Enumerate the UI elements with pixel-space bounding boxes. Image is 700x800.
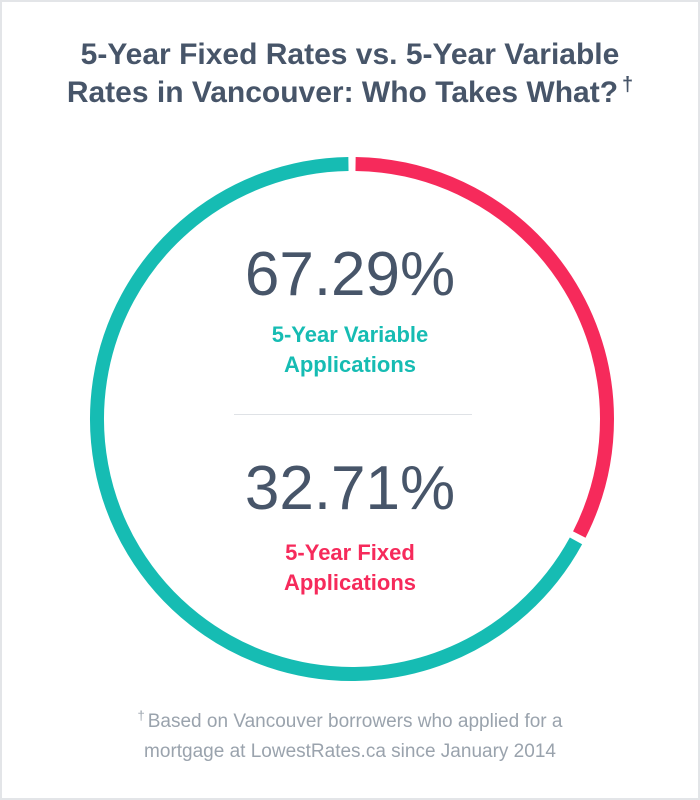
fixed-label: 5-Year Fixed Applications bbox=[2, 538, 698, 598]
footnote: † Based on Vancouver borrowers who applie… bbox=[2, 707, 698, 767]
fixed-label-line-1: 5-Year Fixed bbox=[285, 540, 415, 565]
footnote-dagger-marker: † bbox=[137, 707, 145, 723]
chart-title: 5-Year Fixed Rates vs. 5-Year Variable R… bbox=[2, 36, 698, 112]
stat-divider bbox=[234, 414, 472, 415]
variable-percentage: 67.29% bbox=[244, 240, 456, 309]
title-dagger-marker: † bbox=[622, 74, 634, 96]
footnote-line-1: Based on Vancouver borrowers who applied… bbox=[147, 711, 563, 732]
variable-label-line-1: 5-Year Variable bbox=[271, 322, 429, 347]
fixed-percentage: 32.71% bbox=[244, 454, 456, 523]
footnote-line-2: mortgage at LowestRates.ca since January… bbox=[144, 741, 556, 762]
donut-slice-fixed bbox=[355, 157, 614, 538]
variable-label: 5-Year Variable Applications bbox=[2, 320, 698, 380]
variable-label-line-2: Applications bbox=[283, 352, 416, 377]
fixed-label-line-2: Applications bbox=[283, 570, 416, 595]
donut-slice-variable bbox=[90, 157, 583, 681]
fixed-stat: 32.71% bbox=[2, 454, 698, 524]
title-line-2: Rates in Vancouver: Who Takes What? bbox=[66, 76, 619, 109]
variable-stat: 67.29% bbox=[2, 240, 698, 310]
title-line-1: 5-Year Fixed Rates vs. 5-Year Variable bbox=[80, 38, 620, 71]
